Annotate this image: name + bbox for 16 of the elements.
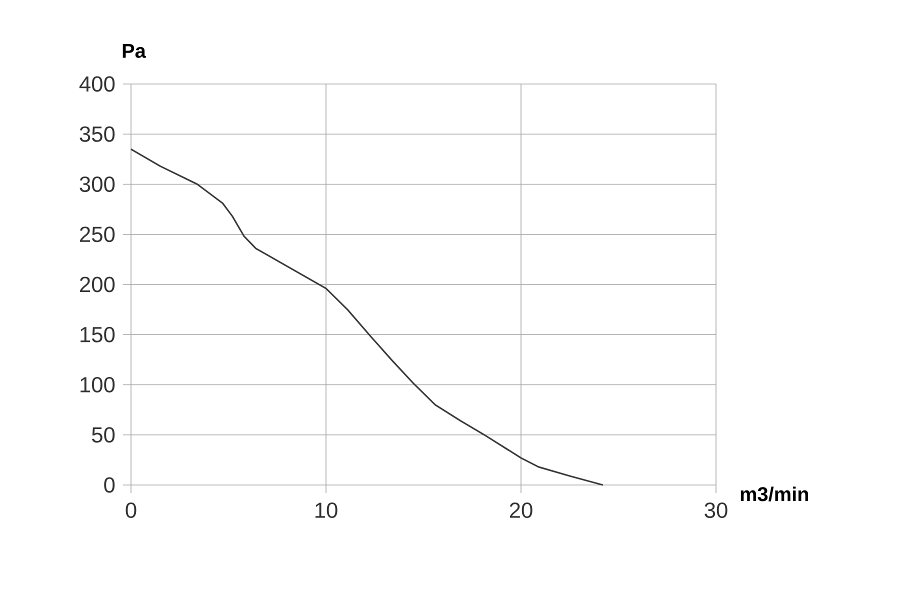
y-axis-title: Pa bbox=[122, 44, 146, 58]
y-tick-label: 100 bbox=[80, 376, 115, 392]
y-tick-label: 300 bbox=[80, 176, 115, 192]
x-tick-label: 0 bbox=[126, 502, 136, 518]
y-tick-label: 150 bbox=[80, 326, 115, 342]
x-axis-title: m3/min bbox=[740, 486, 808, 502]
x-tick-label: 30 bbox=[704, 502, 728, 518]
y-tick-label: 200 bbox=[80, 276, 115, 292]
y-tick-label: 350 bbox=[80, 126, 115, 142]
y-tick-label: 250 bbox=[80, 226, 115, 242]
line-series bbox=[130, 148, 604, 486]
y-tick-label: 50 bbox=[92, 427, 115, 443]
y-tick-label: 400 bbox=[79, 76, 115, 92]
x-tick-label: 10 bbox=[315, 502, 338, 518]
y-tick-label: 0 bbox=[104, 477, 115, 493]
x-tick-label: 20 bbox=[510, 502, 532, 518]
